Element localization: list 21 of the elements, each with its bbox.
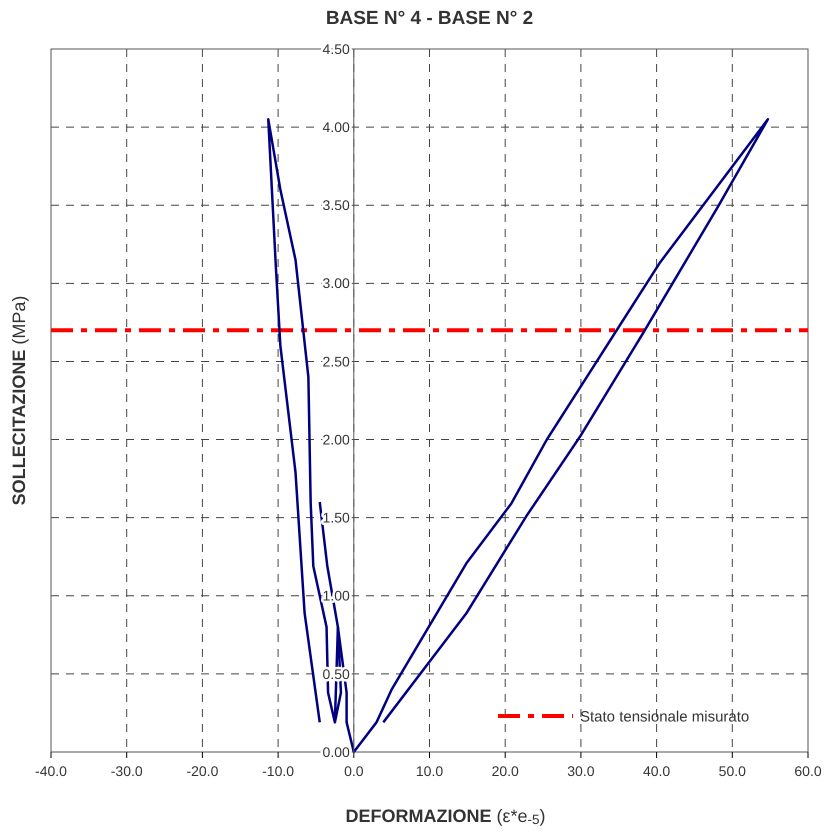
x-tick-label: 20.0: [492, 762, 520, 779]
y-tick-label: 3.50: [322, 197, 350, 214]
x-tick-label: 30.0: [567, 762, 595, 779]
legend-label: Stato tensionale misurato: [580, 708, 750, 726]
y-tick-label: 3.00: [322, 275, 350, 292]
x-tick-label: -10.0: [262, 762, 294, 779]
y-axis-title: SOLLECITAZIONE (MPa): [9, 296, 29, 506]
x-tick-label: 0.0: [344, 762, 364, 779]
x-tick-label: -40.0: [35, 762, 68, 779]
x-axis-title: DEFORMAZIONE (ε*e$_{-5}$): [345, 806, 546, 828]
y-tick-label: 1.50: [322, 510, 350, 526]
y-tick-label: 4.00: [322, 119, 350, 136]
x-tick-label: 40.0: [642, 762, 670, 779]
chart-title: BASE N° 4 - BASE N° 2: [326, 8, 534, 29]
y-tick-label: 2.00: [322, 431, 350, 448]
x-tick-label: 50.0: [718, 762, 746, 779]
x-tick-label: -20.0: [186, 762, 219, 779]
x-tick-label: -30.0: [110, 762, 143, 779]
y-tick-label: 2.50: [322, 353, 350, 370]
x-tick-label: 10.0: [416, 762, 444, 779]
x-tick-label: 60.0: [794, 762, 822, 779]
